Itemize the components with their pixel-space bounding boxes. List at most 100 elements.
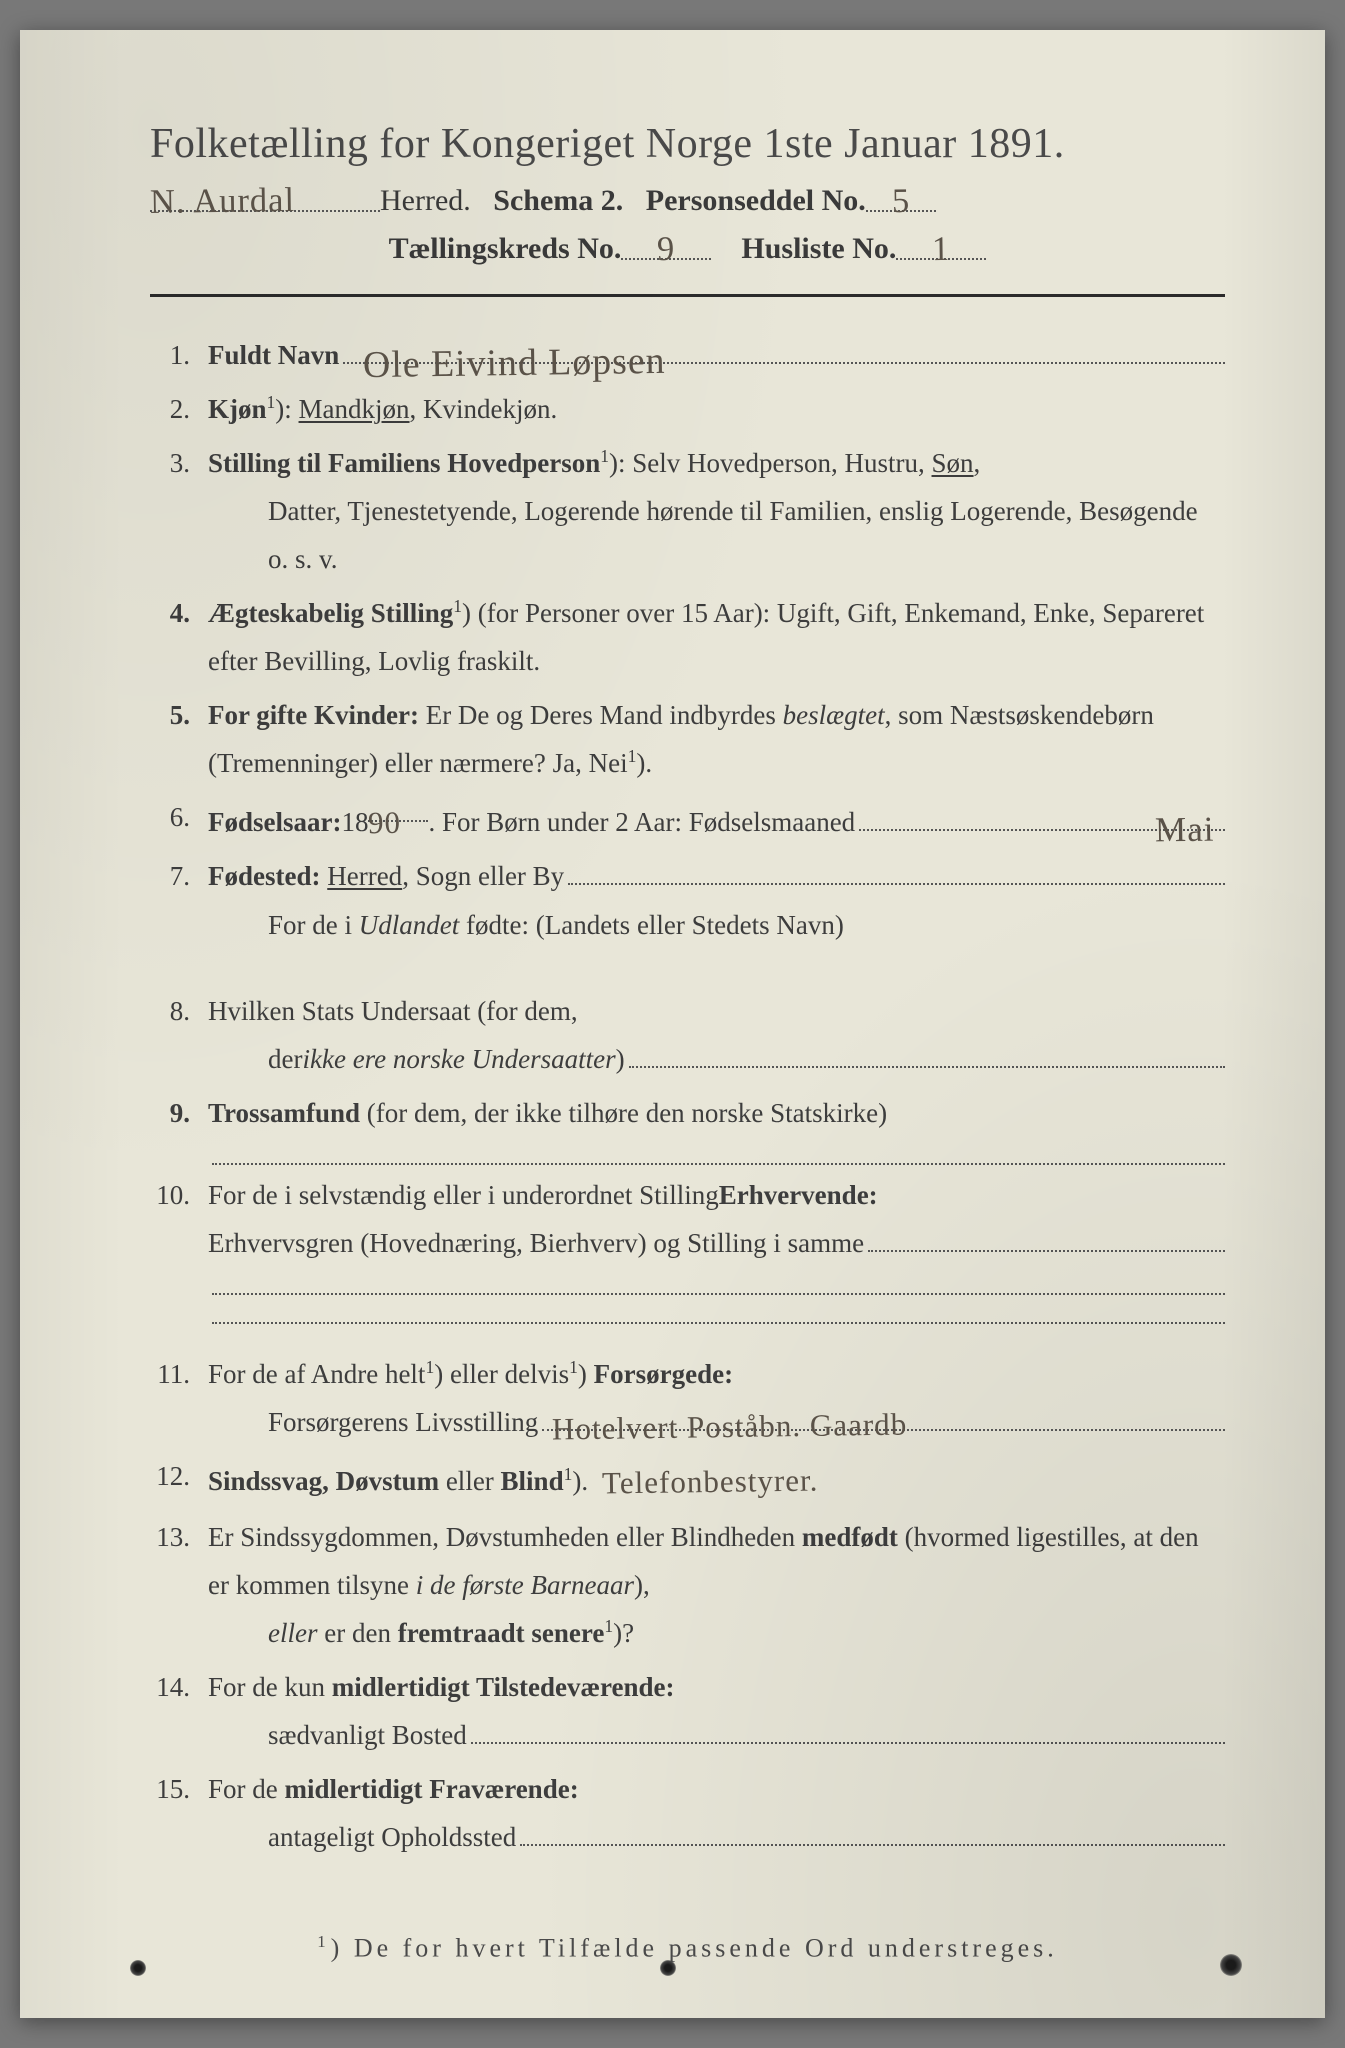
label: Ægteskabelig Stilling [208, 598, 453, 628]
text: sædvanligt Bosted [268, 1711, 467, 1759]
text: ): Selv Hovedperson, Hustru, [609, 448, 931, 478]
text: Forsørgerens Livsstilling [268, 1398, 538, 1446]
sup: 1 [453, 596, 462, 616]
item-num: 6. [150, 793, 208, 846]
item-num: 4. [150, 589, 208, 685]
text: fødte: (Landets eller Stedets Navn) [459, 910, 844, 940]
item-num: 2. [150, 385, 208, 433]
divider [150, 294, 1225, 297]
item-5: 5. For gifte Kvinder: Er De og Deres Man… [150, 691, 1225, 787]
text: For de i selvstændig eller i underordnet… [208, 1171, 719, 1219]
item-8: 8. Hvilken Stats Undersaat (for dem, der… [150, 987, 1225, 1083]
item-num: 13. [150, 1513, 208, 1657]
italic: beslægtet [783, 700, 885, 730]
item-num: 14. [150, 1663, 208, 1759]
sup: 1 [569, 1357, 578, 1377]
label: Sindssvag, Døvstum [208, 1466, 446, 1496]
binding-hole [1220, 1954, 1242, 1976]
text: ) eller delvis [434, 1359, 569, 1389]
label: Fødested: [208, 852, 320, 900]
text: eller [268, 1618, 317, 1648]
text: ) [578, 1359, 594, 1389]
bold: fremtraadt senere [398, 1618, 605, 1648]
item-num: 1. [150, 331, 208, 379]
item-12: 12. Sindssvag, Døvstum eller Blind1). Te… [150, 1452, 1225, 1507]
item-num: 3. [150, 439, 208, 583]
text: Er Sindssygdommen, Døvstumheden eller Bl… [208, 1522, 802, 1552]
text: (for dem, der ikke tilhøre den norske St… [360, 1098, 887, 1128]
item-9: 9. Trossamfund (for dem, der ikke tilhør… [150, 1089, 1225, 1165]
census-form-page: Folketælling for Kongeriget Norge 1ste J… [20, 30, 1325, 2018]
text: Er De og Deres Mand indbyrdes [419, 700, 783, 730]
handwritten-note: Telefonbestyrer. [601, 1452, 818, 1510]
year-value: 90 [368, 795, 402, 851]
text: Hvilken Stats Undersaat (for dem, [208, 996, 578, 1026]
text: er den [317, 1618, 397, 1648]
label: Trossamfund [208, 1098, 360, 1128]
footnote: 1) De for hvert Tilfælde passende Ord un… [150, 1932, 1225, 1964]
item-num: 8. [150, 987, 208, 1083]
item-num: 5. [150, 691, 208, 787]
item-num: 12. [150, 1452, 208, 1507]
sup: 1 [317, 1932, 330, 1951]
item-15: 15. For de midlertidigt Fraværende: anta… [150, 1765, 1225, 1861]
bold: Forsørgede: [594, 1359, 733, 1389]
item-13: 13. Er Sindssygdommen, Døvstumheden elle… [150, 1513, 1225, 1657]
form-items: 1. Fuldt Navn Ole Eivind Løpsen 2. Kjøn1… [150, 331, 1225, 1862]
text: ): [275, 394, 298, 424]
year-prefix: 18 [341, 798, 368, 846]
text: . For Børn under 2 Aar: Fødselsmaaned [428, 798, 855, 846]
header-line-2: N. AurdalHerred. Schema 2. Personseddel … [150, 180, 1225, 218]
item-2: 2. Kjøn1): Mandkjøn, Kvindekjøn. [150, 385, 1225, 433]
husliste-label: Husliste No. [741, 232, 896, 265]
italic: ikke ere norske Undersaatter [302, 1035, 615, 1083]
label-fuldt-navn: Fuldt Navn [208, 331, 339, 379]
item-num: 7. [150, 852, 208, 948]
item-num: 15. [150, 1765, 208, 1861]
text: ), [634, 1570, 650, 1600]
husliste-value: 1 [932, 230, 951, 269]
sup: 1 [600, 446, 609, 466]
personseddel-value: 5 [891, 182, 910, 221]
label-kjon: Kjøn [208, 394, 267, 424]
item-6: 6. Fødselsaar: 1890. For Børn under 2 Aa… [150, 793, 1225, 846]
item-3: 3. Stilling til Familiens Hovedperson1):… [150, 439, 1225, 583]
bold: midlertidigt Tilstedeværende: [332, 1672, 675, 1702]
bold: Erhvervende: [719, 1171, 878, 1219]
italic: i de første Barneaar [416, 1570, 634, 1600]
header-line-3: Tællingskreds No. 9 Husliste No. 1 [150, 228, 1225, 266]
sup: 1 [267, 392, 276, 412]
sup: 1 [425, 1357, 434, 1377]
text: For de i [268, 910, 359, 940]
schema-label: Schema 2. [493, 184, 623, 217]
sup: 1 [604, 1616, 613, 1636]
text: ). [572, 1466, 588, 1496]
text: o. s. v. [208, 535, 1225, 583]
kreds-value: 9 [657, 230, 676, 269]
kreds-label: Tællingskreds No. [389, 232, 622, 265]
item-num: 9. [150, 1089, 208, 1165]
text: For de kun [208, 1672, 332, 1702]
text: Erhvervsgren (Hovednæring, Bierhverv) og… [208, 1219, 864, 1267]
text: antageligt Opholdssted [268, 1813, 516, 1861]
text: ). [636, 748, 652, 778]
italic: Udlandet [359, 910, 460, 940]
herred-value: N. Aurdal [150, 181, 296, 222]
text: , Kvindekjøn. [410, 394, 558, 424]
item-num: 10. [150, 1171, 208, 1324]
livsstilling-value: Hotelvert Poståbn. Gaardb [552, 1396, 908, 1456]
personseddel-label: Personseddel No. [646, 184, 866, 217]
item-num: 11. [150, 1350, 208, 1446]
binding-hole [660, 1960, 676, 1976]
item-14: 14. For de kun midlertidigt Tilstedevære… [150, 1663, 1225, 1759]
text: Datter, Tjenestetyende, Logerende hørend… [208, 487, 1225, 535]
herred-label: Herred. [380, 184, 471, 217]
text: For de [208, 1774, 285, 1804]
text: , Sogn eller By [402, 852, 564, 900]
text: ) [616, 1035, 625, 1083]
label: For gifte Kvinder: [208, 700, 419, 730]
text: der [268, 1035, 302, 1083]
bold: Blind [501, 1466, 564, 1496]
binding-hole [130, 1960, 146, 1976]
item-7: 7. Fødested: Herred, Sogn eller By For d… [150, 852, 1225, 948]
